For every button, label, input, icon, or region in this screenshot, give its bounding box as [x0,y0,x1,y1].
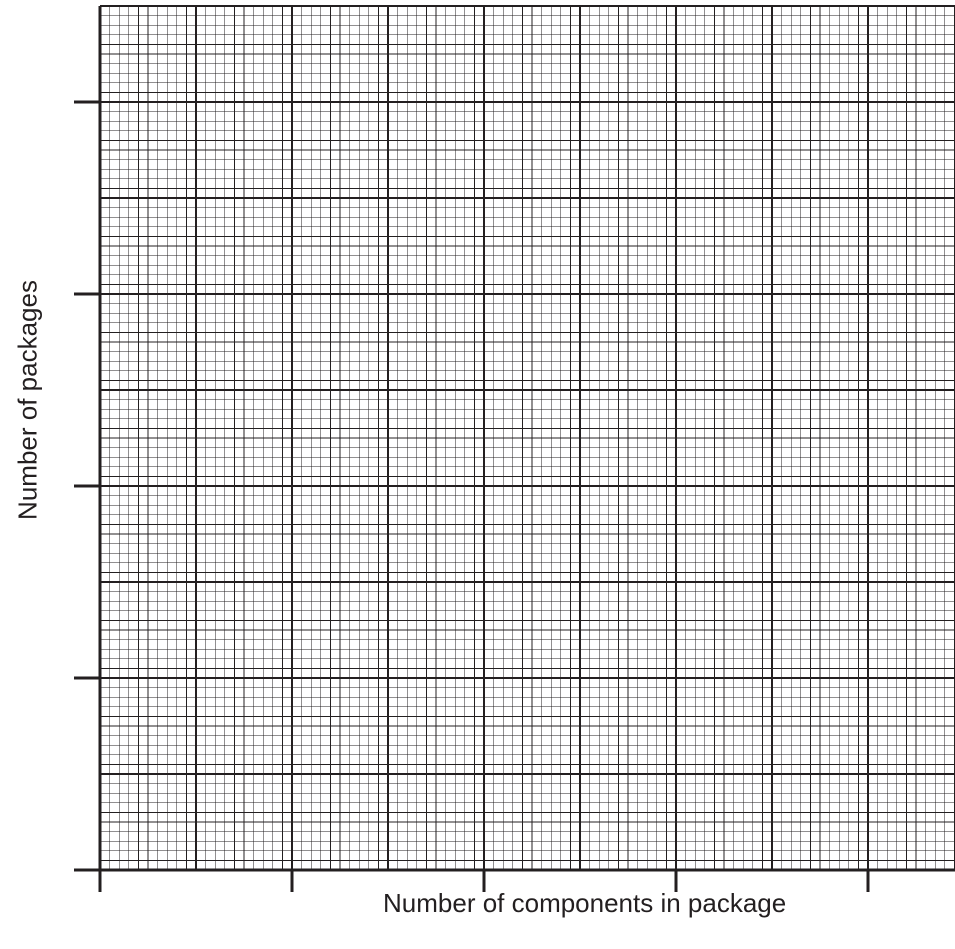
y-axis-label: Number of packages [12,280,43,520]
axes [74,6,955,874]
major-gridlines [100,5,955,870]
axis-ticks [74,100,870,892]
x-axis-label: Number of components in package [383,888,787,918]
minor-gridlines [99,5,955,871]
